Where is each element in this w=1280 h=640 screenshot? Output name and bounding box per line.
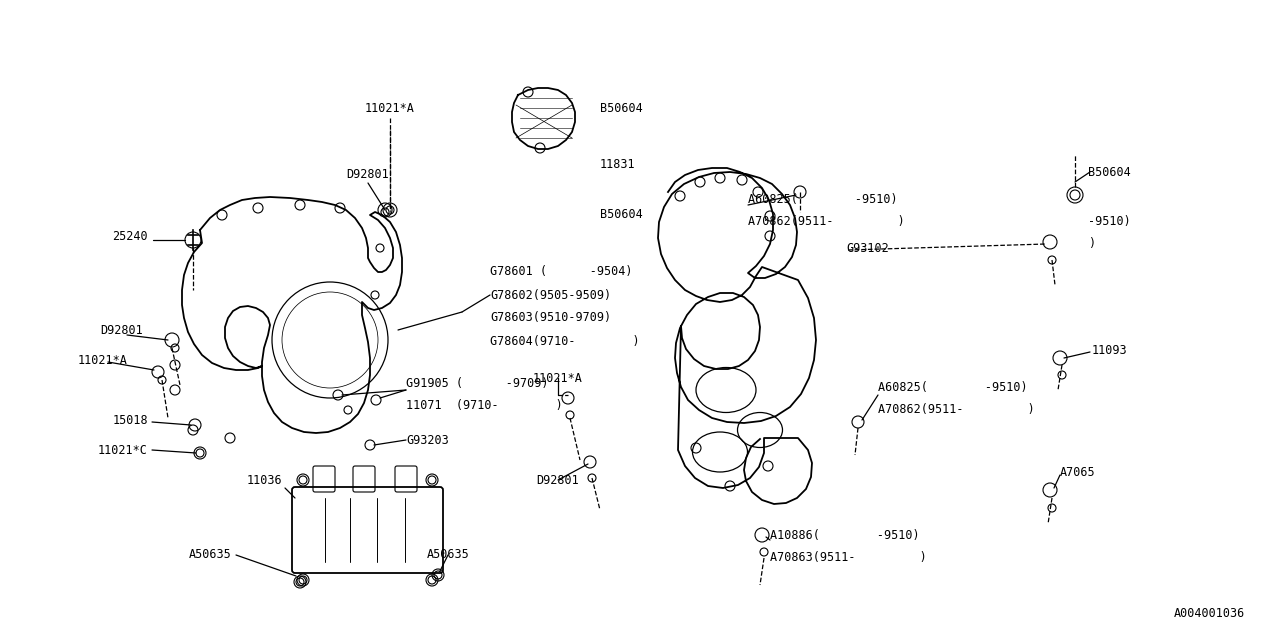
Text: A10886(        -9510): A10886( -9510) [771,529,919,543]
Text: 11021*A: 11021*A [78,353,128,367]
Text: 11093: 11093 [1092,344,1128,356]
Text: G78602(9505-9509): G78602(9505-9509) [490,289,611,301]
Text: 25240: 25240 [113,230,148,243]
Text: A50635: A50635 [189,548,232,561]
Text: G93102: G93102 [846,241,888,255]
Text: A70862(9511-         ): A70862(9511- ) [748,216,905,228]
Text: D92801: D92801 [536,474,580,486]
Text: B50604: B50604 [1088,166,1130,179]
Text: A50635: A50635 [426,548,470,561]
Text: G91905 (      -9709): G91905 ( -9709) [406,376,549,390]
Text: B50604: B50604 [600,209,643,221]
Text: 11021*C: 11021*C [99,444,148,456]
Text: 15018: 15018 [113,413,148,426]
Text: 11036: 11036 [246,474,282,486]
Text: A7065: A7065 [1060,465,1096,479]
Text: 11021*A: 11021*A [532,371,582,385]
Text: D92801: D92801 [347,168,389,182]
Text: 11071  (9710-        ): 11071 (9710- ) [406,399,563,413]
Text: A60825(        -9510): A60825( -9510) [878,381,1028,394]
Text: A70862(9511-         ): A70862(9511- ) [878,403,1034,417]
Text: ): ) [1088,237,1096,250]
Text: G93203: G93203 [406,433,449,447]
Text: 11021*A: 11021*A [365,102,415,115]
Text: A70863(9511-         ): A70863(9511- ) [771,552,927,564]
Text: A60825(        -9510): A60825( -9510) [748,193,897,207]
Text: 11831: 11831 [600,159,636,172]
Text: -9510): -9510) [1088,216,1130,228]
Text: A004001036: A004001036 [1174,607,1245,620]
Text: G78601 (      -9504): G78601 ( -9504) [490,266,632,278]
Text: B50604: B50604 [600,102,643,115]
Text: G78604(9710-        ): G78604(9710- ) [490,335,640,348]
Text: D92801: D92801 [100,323,143,337]
Text: G78603(9510-9709): G78603(9510-9709) [490,312,611,324]
